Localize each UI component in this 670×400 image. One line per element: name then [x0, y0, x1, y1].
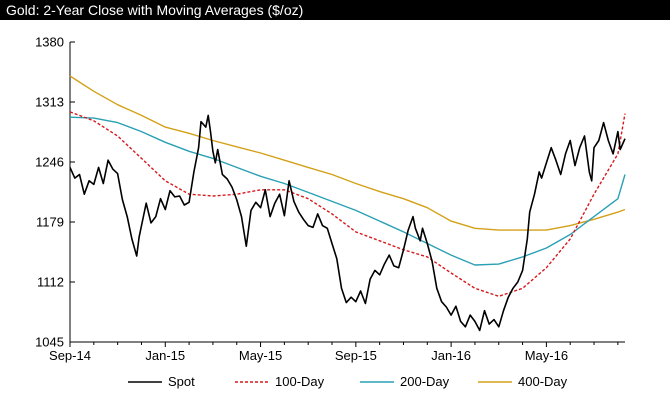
- series-line-200-day: [69, 116, 626, 266]
- y-tick-label: 1112: [37, 275, 64, 290]
- legend-label: 100-Day: [275, 374, 325, 389]
- y-tick-label: 1380: [35, 35, 64, 50]
- x-tick-label: Jan-16: [431, 348, 471, 363]
- y-tick-label: 1179: [36, 215, 64, 230]
- series-line-400-day: [69, 75, 626, 231]
- series-layer: [69, 75, 626, 332]
- chart-title: Gold: 2-Year Close with Moving Averages …: [0, 0, 670, 20]
- series-line-spot: [69, 114, 626, 332]
- y-tick-label: 1313: [35, 95, 64, 110]
- y-tick-label: 1246: [35, 155, 64, 170]
- legend: Spot 100-Day 200-Day 400-Day: [128, 374, 568, 389]
- x-tick-label: Sep-15: [335, 348, 377, 363]
- x-tick-label: Jan-15: [145, 348, 185, 363]
- legend-label: Spot: [168, 374, 195, 389]
- legend-label: 200-Day: [400, 374, 450, 389]
- x-tick-label: May-15: [239, 348, 282, 363]
- x-tick-label: Sep-14: [49, 348, 91, 363]
- y-axis: 1380 1313 1246 1179 1112 1045: [35, 35, 75, 350]
- y-tick-label: 1045: [35, 335, 64, 350]
- series-line-100-day: [69, 111, 626, 297]
- legend-label: 400-Day: [518, 374, 568, 389]
- x-tick-label: May-16: [525, 348, 568, 363]
- x-axis: Sep-14 Jan-15 May-15 Sep-15 Jan-16 May-16: [49, 341, 625, 363]
